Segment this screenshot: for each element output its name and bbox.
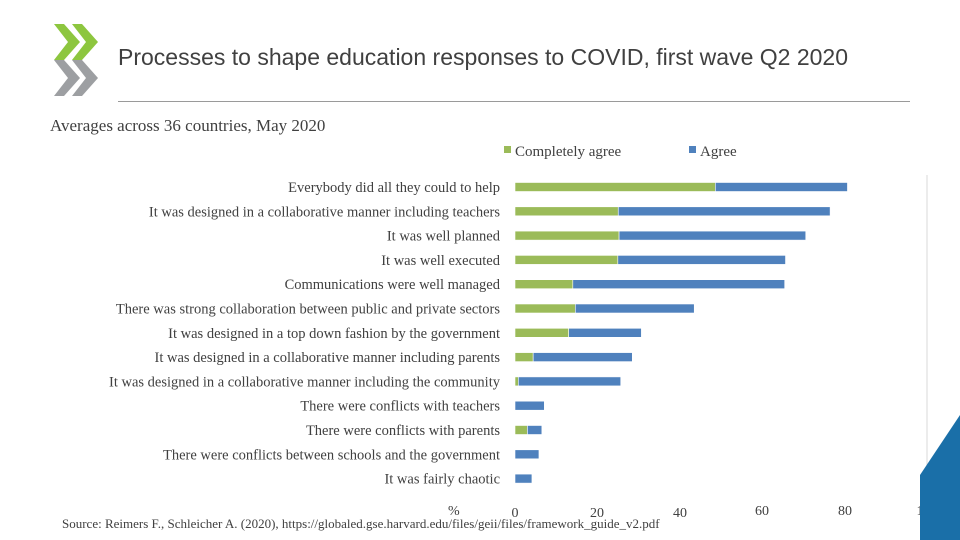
- bar-completely-agree: [514, 376, 519, 387]
- bar-agree: [617, 255, 786, 265]
- bar-completely-agree: [514, 352, 534, 362]
- bar-series-group: [514, 182, 848, 484]
- bar-completely-agree: [514, 182, 716, 192]
- bar-agree: [518, 376, 622, 387]
- bar-agree: [715, 182, 848, 192]
- x-tick-label: 80: [838, 504, 852, 519]
- bar-completely-agree: [514, 303, 576, 314]
- logo-chevron-gray-bottom-2: [72, 60, 98, 96]
- legend-swatch-completely-agree: [504, 146, 511, 153]
- category-label: Communications were well managed: [285, 277, 501, 293]
- category-label: It was well planned: [387, 229, 501, 245]
- bar-completely-agree: [514, 230, 620, 241]
- bar-agree: [514, 473, 533, 484]
- source-note: Source: Reimers F., Schleicher A. (2020)…: [62, 516, 660, 531]
- title-divider: [118, 101, 910, 102]
- x-tick-label: 60: [755, 504, 769, 519]
- bar-agree: [532, 352, 633, 362]
- x-tick-label: 0: [512, 506, 519, 521]
- category-label: There were conflicts with parents: [306, 423, 500, 439]
- legend-label-completely-agree: Completely agree: [515, 144, 622, 160]
- logo-chevron-gray-bottom: [54, 60, 80, 96]
- legend-swatch-agree: [689, 146, 696, 153]
- oecd-logo: [54, 24, 98, 96]
- corner-decoration: [920, 415, 960, 540]
- bar-agree: [574, 303, 695, 314]
- x-tick-label: 40: [673, 506, 687, 521]
- category-label: It was fairly chaotic: [384, 472, 500, 488]
- bar-agree: [617, 206, 831, 217]
- chart-legend: Completely agree Agree: [504, 144, 737, 160]
- bar-completely-agree: [514, 327, 569, 338]
- corner-triangle: [920, 415, 960, 540]
- category-label: It was designed in a collaborative manne…: [155, 350, 501, 366]
- legend-label-agree: Agree: [700, 144, 737, 160]
- axis-unit-label: %: [448, 504, 460, 519]
- category-label: It was well executed: [381, 253, 501, 269]
- page-title: Processes to shape education responses t…: [118, 44, 848, 70]
- category-label: Everybody did all they could to help: [288, 180, 500, 196]
- category-axis: Everybody did all they could to help It w…: [109, 180, 501, 488]
- bar-agree: [514, 400, 545, 411]
- bar-completely-agree: [514, 206, 619, 217]
- logo-chevron-green-top-2: [72, 24, 98, 60]
- bar-agree: [527, 425, 543, 435]
- x-tick-label: 20: [590, 506, 604, 521]
- chart-subtitle: Averages across 36 countries, May 2020: [50, 116, 326, 135]
- category-label: It was designed in a collaborative manne…: [109, 374, 501, 390]
- bar-agree: [514, 449, 540, 460]
- category-label: There were conflicts between schools and…: [163, 447, 500, 463]
- category-label: There were conflicts with teachers: [300, 399, 500, 415]
- bar-agree: [568, 327, 642, 338]
- bar-completely-agree: [514, 279, 574, 290]
- bar-agree: [618, 230, 807, 241]
- bar-completely-agree: [514, 255, 619, 265]
- logo-chevron-green-top: [54, 24, 80, 60]
- bar-completely-agree: [514, 425, 528, 435]
- category-label: There was strong collaboration between p…: [116, 302, 500, 318]
- category-label: It was designed in a top down fashion by…: [168, 326, 500, 342]
- bar-agree: [572, 279, 785, 290]
- category-label: It was designed in a collaborative manne…: [149, 204, 500, 220]
